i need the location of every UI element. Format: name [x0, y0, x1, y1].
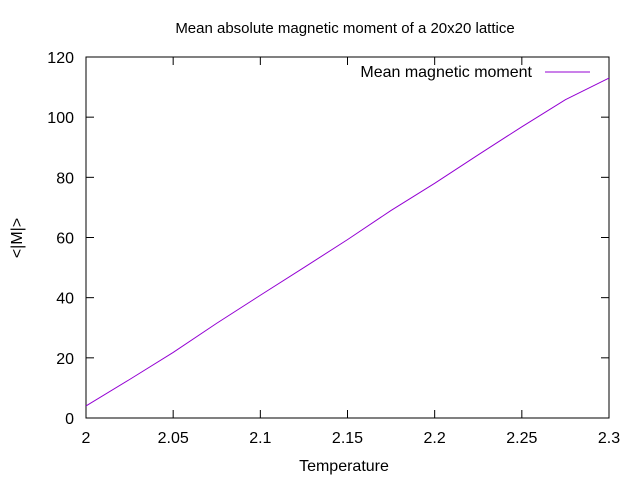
- series-group: [85, 77, 610, 407]
- y-tick-label: 40: [56, 291, 74, 308]
- legend: Mean magnetic moment: [360, 64, 590, 81]
- x-tick-label: 2.25: [506, 430, 537, 447]
- chart-title: Mean absolute magnetic moment of a 20x20…: [175, 20, 514, 37]
- x-tick-label: 2.15: [332, 430, 363, 447]
- plot-frame: [85, 56, 610, 419]
- y-axis-ticks: 0 20 40 60 80 100 120: [47, 50, 609, 428]
- x-tick-label: 2: [82, 430, 91, 447]
- y-tick-label: 100: [47, 110, 74, 127]
- series-line-0: [85, 77, 610, 407]
- y-axis-label: <|M|>: [9, 218, 26, 258]
- y-tick-label: 120: [47, 50, 74, 67]
- x-tick-label: 2.1: [249, 430, 271, 447]
- x-axis-ticks: 2 2.05 2.1 2.15 2.2 2.25 2.3: [82, 57, 620, 447]
- x-axis-label: Temperature: [299, 458, 389, 475]
- y-tick-label: 20: [56, 351, 74, 368]
- y-tick-label: 80: [56, 170, 74, 187]
- x-tick-label: 2.05: [158, 430, 189, 447]
- x-tick-label: 2.3: [598, 430, 620, 447]
- legend-label: Mean magnetic moment: [360, 64, 532, 81]
- y-tick-label: 0: [65, 411, 74, 428]
- y-tick-label: 60: [56, 231, 74, 248]
- x-tick-label: 2.2: [424, 430, 446, 447]
